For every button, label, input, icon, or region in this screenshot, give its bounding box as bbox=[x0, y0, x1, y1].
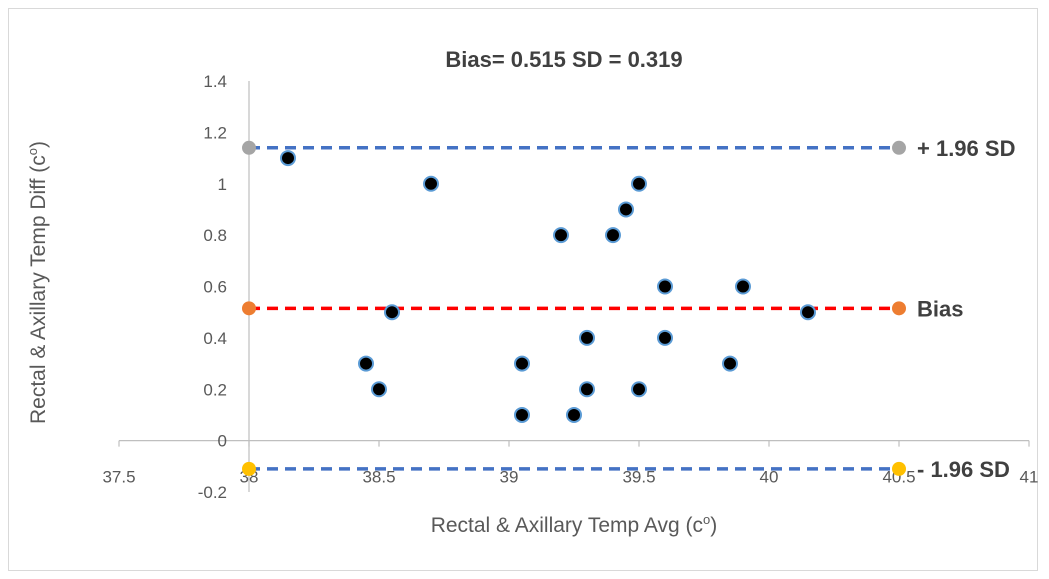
y-axis-title-text: Rectal & Axillary Temp Diff (c bbox=[27, 155, 50, 424]
data-point bbox=[605, 227, 621, 244]
x-axis-title-text: Rectal & Axillary Temp Avg (c bbox=[431, 514, 703, 537]
reference-label: Bias bbox=[917, 296, 963, 321]
x-tick-label: 38.5 bbox=[362, 468, 395, 487]
x-tick-label: 37.5 bbox=[102, 468, 135, 487]
data-point bbox=[657, 329, 673, 346]
data-points bbox=[280, 150, 816, 423]
y-tick-labels: -0.2 0 0.2 0.4 0.6 0.8 1 1.2 1.4 bbox=[198, 72, 227, 502]
x-axis-title-sup: o bbox=[703, 512, 710, 527]
data-point bbox=[371, 381, 387, 398]
y-axis-title: Rectal & Axillary Temp Diff (co) bbox=[25, 141, 50, 424]
data-point bbox=[631, 175, 647, 192]
x-tick-label: 41 bbox=[1020, 468, 1039, 487]
y-tick-label: 1 bbox=[218, 175, 227, 194]
x-axis-title-suffix: ) bbox=[710, 514, 717, 537]
reference-marker bbox=[892, 301, 906, 316]
data-point bbox=[722, 355, 738, 372]
y-tick-label: -0.2 bbox=[198, 483, 227, 502]
bland-altman-chart: Bias= 0.515 SD = 0.319 37.5 38 38.5 39 39.5 4… bbox=[25, 47, 1039, 537]
y-tick-label: 1.4 bbox=[203, 72, 227, 91]
y-tick-label: 0.8 bbox=[203, 226, 227, 245]
data-point bbox=[553, 227, 569, 244]
reference-marker bbox=[242, 301, 256, 316]
chart-frame: Bias= 0.515 SD = 0.319 37.5 38 38.5 39 39.5 4… bbox=[8, 8, 1038, 571]
data-point bbox=[579, 381, 595, 398]
reference-marker bbox=[242, 140, 256, 155]
y-tick-label: 0.4 bbox=[203, 329, 227, 348]
y-tick-label: 1.2 bbox=[203, 123, 227, 142]
data-point bbox=[358, 355, 374, 372]
x-tick-label: 39.5 bbox=[622, 468, 655, 487]
x-tick-label: 39 bbox=[500, 468, 519, 487]
data-point bbox=[280, 150, 296, 167]
data-point bbox=[657, 278, 673, 295]
reference-annotations: + 1.96 SD Bias - 1.96 SD bbox=[917, 136, 1015, 482]
data-point bbox=[631, 381, 647, 398]
reference-label: + 1.96 SD bbox=[917, 136, 1015, 161]
data-point bbox=[618, 201, 634, 218]
reference-marker bbox=[892, 461, 906, 476]
reference-marker bbox=[892, 140, 906, 155]
reference-lines bbox=[242, 140, 906, 476]
y-axis-title-sup: o bbox=[25, 148, 40, 155]
data-point bbox=[423, 175, 439, 192]
axes-layer bbox=[118, 81, 1030, 492]
x-tick-label: 40.5 bbox=[882, 468, 915, 487]
data-point bbox=[514, 355, 530, 372]
x-tick-label: 40 bbox=[760, 468, 779, 487]
data-point bbox=[579, 329, 595, 346]
data-point bbox=[384, 304, 400, 321]
reference-label: - 1.96 SD bbox=[917, 457, 1010, 482]
chart-title: Bias= 0.515 SD = 0.319 bbox=[445, 47, 682, 72]
data-point bbox=[514, 406, 530, 423]
data-point bbox=[800, 304, 816, 321]
data-point bbox=[735, 278, 751, 295]
y-axis-title-suffix: ) bbox=[27, 141, 50, 148]
y-tick-label: 0 bbox=[218, 432, 227, 451]
y-tick-label: 0.6 bbox=[203, 278, 227, 297]
x-axis-title: Rectal & Axillary Temp Avg (co) bbox=[431, 512, 718, 537]
data-point bbox=[566, 406, 582, 423]
reference-marker bbox=[242, 461, 256, 476]
y-tick-label: 0.2 bbox=[203, 380, 227, 399]
